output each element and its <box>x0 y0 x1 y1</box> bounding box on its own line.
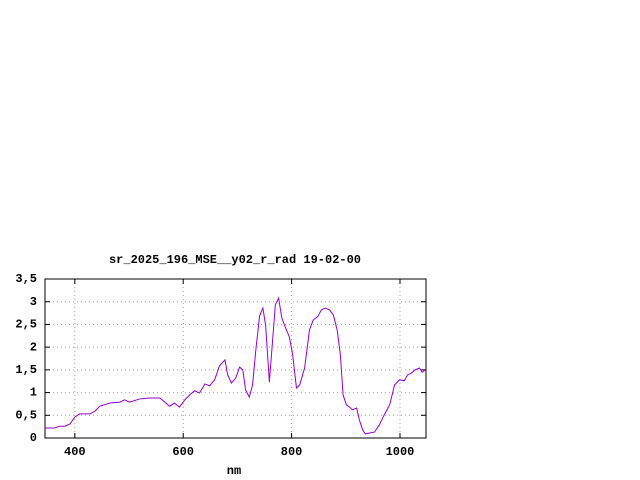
y-tick-label: 1,5 <box>15 363 37 377</box>
x-axis-label: nm <box>227 464 241 478</box>
y-tick-label: 3,5 <box>15 272 37 286</box>
x-tick-label: 800 <box>281 445 303 459</box>
y-tick-label: 0,5 <box>15 408 37 422</box>
y-tick-label: 2,5 <box>15 318 37 332</box>
y-tick-label: 3 <box>30 295 37 309</box>
x-tick-label: 1000 <box>386 445 415 459</box>
y-tick-label: 1 <box>30 386 37 400</box>
x-tick-label: 400 <box>64 445 86 459</box>
x-tick-label: 600 <box>172 445 194 459</box>
data-line <box>45 296 426 435</box>
y-tick-label: 0 <box>30 431 37 445</box>
chart-title: sr_2025_196_MSE__y02_r_rad 19-02-00 <box>109 253 361 267</box>
y-tick-label: 2 <box>30 340 37 354</box>
plot-frame <box>44 278 427 439</box>
